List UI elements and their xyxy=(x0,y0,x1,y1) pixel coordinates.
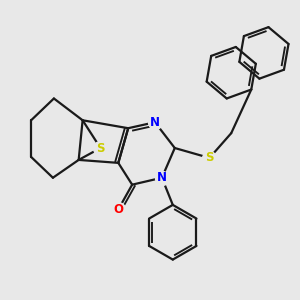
Text: S: S xyxy=(205,152,214,164)
Text: S: S xyxy=(96,142,105,154)
Text: O: O xyxy=(113,203,123,216)
Text: N: N xyxy=(150,116,160,129)
Text: N: N xyxy=(157,171,167,184)
